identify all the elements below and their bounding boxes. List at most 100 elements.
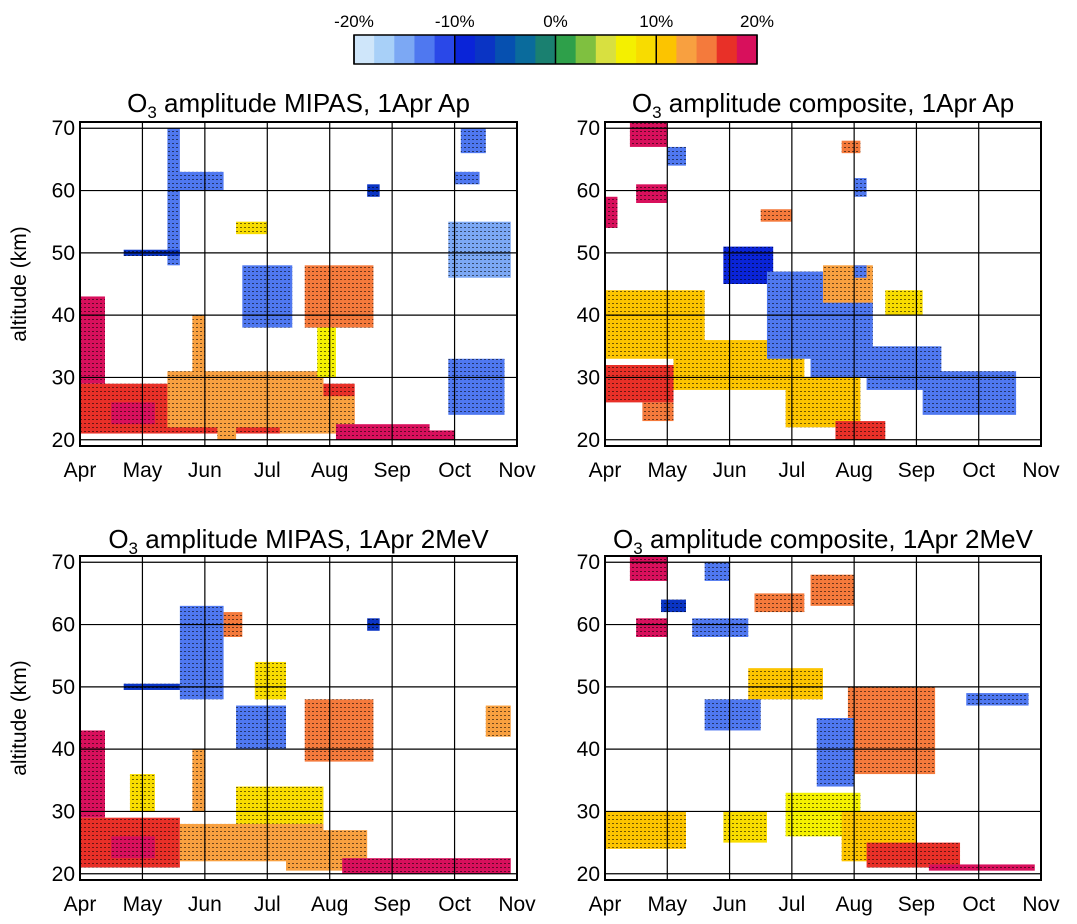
heatmap-panel-3: 20 30 40 50 60 70 Apr May Jun Jul Aug Sep Oct Nov alti…	[8, 524, 536, 916]
significance-hatch	[192, 315, 205, 378]
significance-hatch	[179, 605, 224, 700]
x-tick-label: Jul	[778, 893, 805, 916]
y-tick-label: 40	[577, 304, 600, 327]
significance-hatch	[192, 749, 205, 812]
colorbar-tick-label: 20%	[740, 12, 774, 31]
significance-hatch	[304, 699, 374, 762]
colorbar-swatch	[515, 35, 536, 64]
significance-hatch	[448, 221, 511, 278]
significance-hatch	[636, 184, 668, 203]
significance-hatch	[785, 377, 861, 428]
significance-hatch	[810, 302, 873, 378]
y-tick-label: 60	[52, 180, 75, 203]
significance-hatch	[173, 171, 224, 191]
significance-hatch	[80, 296, 105, 384]
colorbar-swatch	[716, 35, 738, 64]
colorbar-swatch	[434, 35, 456, 64]
y-tick-label: 20	[577, 429, 600, 452]
y-tick-label: 50	[52, 242, 75, 265]
colorbar-tick-label: -20%	[334, 12, 374, 31]
x-tick-label: Sep	[373, 893, 410, 916]
significance-hatch	[835, 421, 886, 440]
y-tick-label: 50	[52, 676, 75, 699]
x-tick-label: Jul	[254, 893, 281, 916]
x-tick-label: Nov	[1022, 459, 1060, 482]
colorbar-tick-label: 10%	[639, 12, 673, 31]
significance-hatch	[454, 171, 480, 185]
significance-hatch	[866, 842, 961, 868]
y-tick-label: 70	[577, 551, 600, 574]
y-tick-label: 70	[52, 117, 75, 140]
y-tick-label: 30	[52, 800, 75, 823]
significance-hatch	[854, 178, 867, 197]
plot-frame	[79, 121, 518, 447]
significance-hatch	[841, 140, 861, 154]
colorbar-swatch	[414, 35, 436, 64]
colorbar-swatch	[676, 35, 698, 64]
significance-hatch	[704, 699, 761, 731]
y-tick-label: 60	[52, 614, 75, 637]
x-tick-label: Nov	[498, 893, 536, 916]
x-tick-label: Oct	[962, 893, 995, 916]
significance-hatch	[760, 209, 792, 222]
x-tick-label: Sep	[373, 459, 410, 482]
x-tick-label: May	[123, 893, 163, 916]
colorbar-swatch	[454, 35, 476, 64]
plot-frame	[604, 121, 1042, 447]
y-tick-label: 50	[577, 242, 600, 265]
colorbar-swatch	[535, 35, 556, 64]
significance-hatch	[748, 668, 823, 700]
y-tick-label: 70	[52, 551, 75, 574]
significance-hatch	[692, 618, 749, 637]
significance-hatch	[448, 358, 505, 415]
x-tick-label: Apr	[589, 459, 622, 482]
x-tick-label: Jun	[188, 459, 222, 482]
significance-hatch	[922, 371, 1017, 415]
plot-frame	[79, 555, 518, 881]
colorbar-swatch	[474, 35, 496, 64]
y-tick-label: 40	[577, 738, 600, 761]
colorbar-swatch	[354, 35, 375, 64]
significance-hatch	[167, 128, 180, 266]
x-tick-label: Jun	[713, 893, 747, 916]
heatmap-panel-1: 20 30 40 50 60 70 Apr May Jun Jul Aug Sep Oct Nov alti…	[8, 88, 536, 482]
x-tick-label: Jul	[254, 459, 281, 482]
colorbar-swatch	[595, 35, 617, 64]
y-tick-label: 50	[577, 676, 600, 699]
y-tick-label: 30	[577, 800, 600, 823]
x-tick-label: Apr	[589, 893, 622, 916]
colorbar: -20% -10% 0% 10% 20%	[334, 12, 774, 65]
colorbar-swatch	[374, 35, 395, 64]
y-tick-label: 30	[577, 366, 600, 389]
y-tick-label: 20	[52, 429, 75, 452]
x-tick-label: Aug	[835, 893, 872, 916]
significance-hatch	[966, 693, 1029, 706]
significance-hatch	[754, 593, 805, 613]
significance-hatch	[236, 705, 287, 750]
significance-hatch	[80, 730, 105, 818]
y-tick-label: 30	[52, 366, 75, 389]
significance-hatch	[460, 128, 486, 154]
x-tick-label: Jun	[188, 893, 222, 916]
significance-hatch	[704, 562, 730, 581]
significance-hatch	[636, 618, 668, 637]
x-tick-label: Nov	[1022, 893, 1060, 916]
colorbar-swatch	[394, 35, 415, 64]
significance-hatch	[723, 246, 774, 284]
significance-hatch	[885, 290, 923, 316]
y-tick-label: 20	[577, 863, 600, 886]
panel-title: O3 amplitude MIPAS, 1Apr Ap	[127, 88, 470, 122]
x-tick-label: Oct	[438, 459, 471, 482]
significance-hatch	[723, 811, 767, 843]
x-tick-label: Aug	[311, 893, 348, 916]
significance-hatch	[629, 122, 668, 147]
significance-hatch	[629, 556, 668, 581]
significance-hatch	[304, 265, 374, 328]
x-tick-label: Apr	[64, 893, 97, 916]
significance-hatch	[217, 402, 237, 440]
plot-frame	[604, 555, 1042, 881]
x-tick-label: Oct	[962, 459, 995, 482]
colorbar-swatch	[656, 35, 677, 64]
significance-hatch	[236, 221, 268, 235]
